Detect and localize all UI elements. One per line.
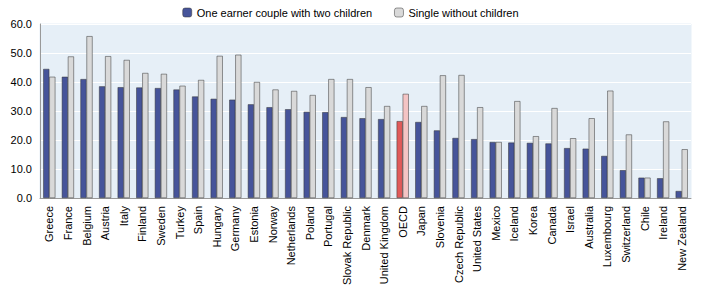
svg-text:France: France	[62, 206, 74, 240]
svg-text:Single without children: Single without children	[408, 7, 518, 19]
svg-text:Poland: Poland	[304, 206, 316, 240]
svg-text:Denmark: Denmark	[360, 206, 372, 251]
svg-text:Portugal: Portugal	[322, 206, 334, 247]
svg-text:Israel: Israel	[564, 206, 576, 233]
svg-text:0.0: 0.0	[17, 192, 32, 204]
svg-text:30.0: 30.0	[11, 105, 32, 117]
svg-text:Switzerland: Switzerland	[620, 206, 632, 263]
svg-text:50.0: 50.0	[11, 47, 32, 59]
svg-text:Belgium: Belgium	[81, 206, 93, 246]
svg-text:Canada: Canada	[546, 205, 558, 244]
svg-text:United Kingdom: United Kingdom	[378, 206, 390, 284]
svg-text:OECD: OECD	[397, 206, 409, 238]
svg-text:One earner couple with two chi: One earner couple with two children	[197, 7, 372, 19]
svg-text:Japan: Japan	[415, 206, 427, 236]
svg-text:Estonia: Estonia	[248, 205, 260, 243]
svg-text:Luxembourg: Luxembourg	[601, 206, 613, 267]
svg-text:Greece: Greece	[43, 206, 55, 242]
svg-text:Iceland: Iceland	[508, 206, 520, 241]
svg-text:Austria: Austria	[99, 205, 111, 240]
svg-text:Ireland: Ireland	[657, 206, 669, 240]
svg-text:Italy: Italy	[118, 206, 130, 227]
svg-text:20.0: 20.0	[11, 134, 32, 146]
svg-text:New Zealand: New Zealand	[676, 206, 688, 271]
svg-text:Germany: Germany	[229, 206, 241, 252]
svg-text:Mexico: Mexico	[490, 206, 502, 241]
svg-text:Turkey: Turkey	[174, 206, 186, 240]
svg-text:60.0: 60.0	[11, 18, 32, 30]
svg-text:Spain: Spain	[192, 206, 204, 234]
svg-text:Czech Republic: Czech Republic	[453, 206, 465, 284]
svg-text:10.0: 10.0	[11, 163, 32, 175]
svg-text:Hungary: Hungary	[211, 206, 223, 248]
svg-text:Netherlands: Netherlands	[285, 206, 297, 266]
svg-text:Finland: Finland	[136, 206, 148, 242]
svg-text:United States: United States	[471, 206, 483, 273]
svg-text:Slovak Republic: Slovak Republic	[341, 206, 353, 285]
svg-text:Norway: Norway	[267, 206, 279, 244]
svg-text:Australia: Australia	[583, 205, 595, 249]
svg-text:Sweden: Sweden	[155, 206, 167, 246]
svg-text:Chile: Chile	[639, 206, 651, 231]
svg-text:40.0: 40.0	[11, 76, 32, 88]
svg-text:Slovenia: Slovenia	[434, 205, 446, 248]
svg-text:Korea: Korea	[527, 205, 539, 235]
